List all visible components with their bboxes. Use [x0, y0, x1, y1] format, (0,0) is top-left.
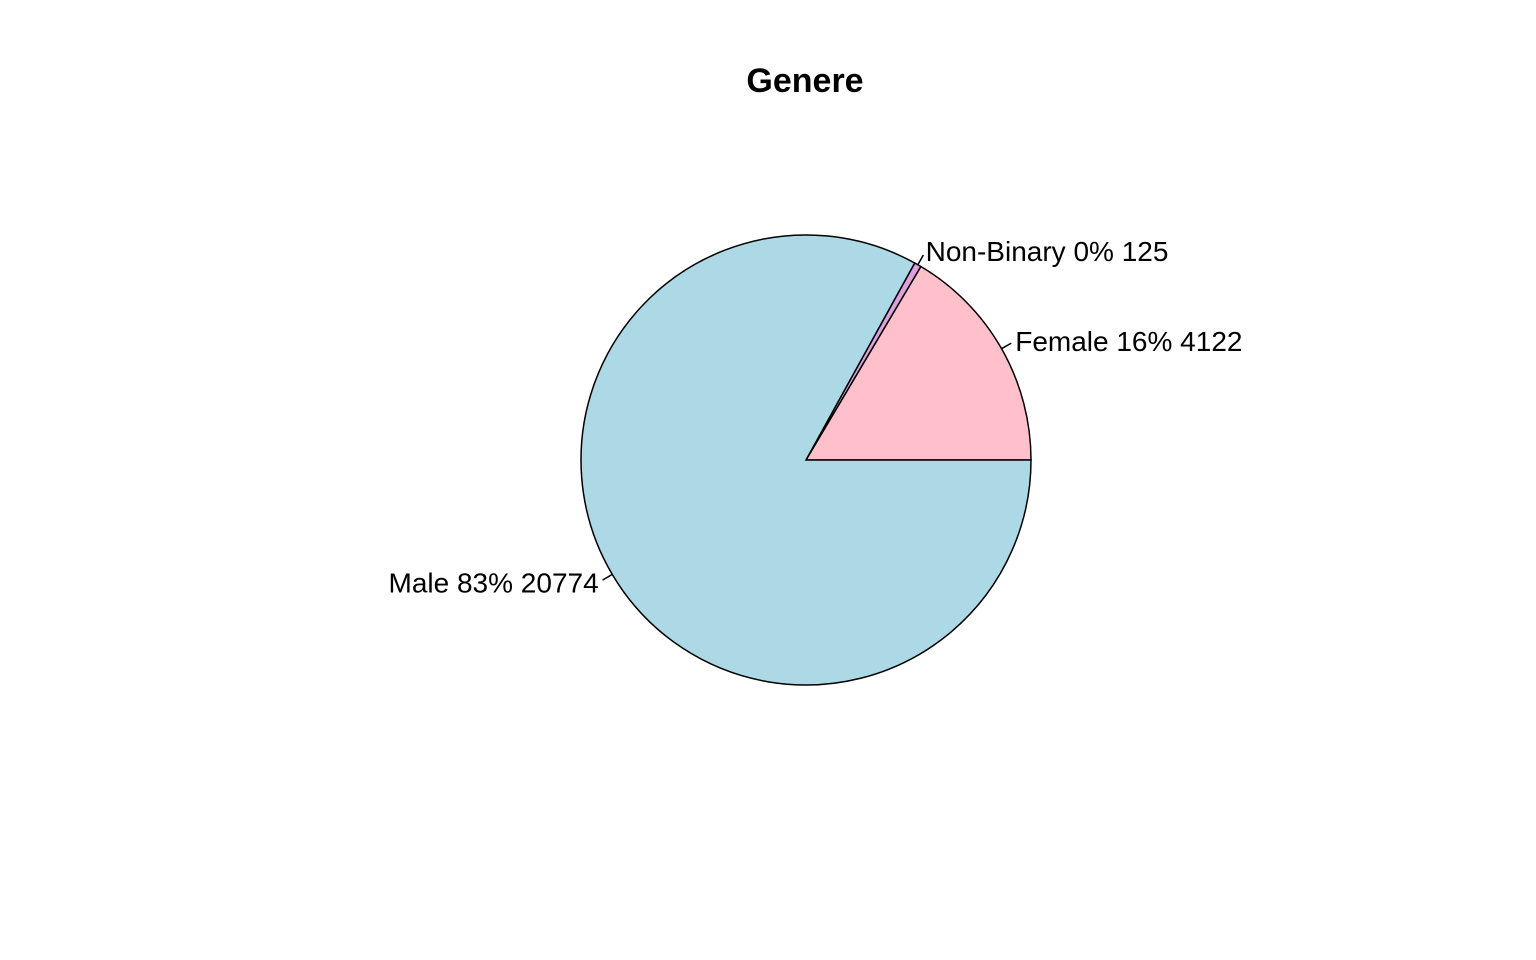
leader-line-female	[1001, 342, 1012, 350]
chart-title: Genere	[746, 62, 863, 100]
pie-labels: Female 16% 4122 Non-Binary 0% 125 Male 83%…	[389, 236, 1243, 598]
slice-label-female: Female 16% 4122	[1015, 326, 1242, 357]
slice-label-non-binary: Non-Binary 0% 125	[926, 236, 1169, 267]
pie-slice-male	[580, 234, 1032, 686]
leader-line-male	[602, 573, 613, 581]
pie-slices	[580, 234, 1032, 686]
pie-slice-female	[804, 265, 1032, 461]
leader-line-non-binary	[917, 254, 925, 266]
pie-leader-lines	[602, 254, 1012, 581]
slice-label-male: Male 83% 20774	[389, 567, 599, 598]
